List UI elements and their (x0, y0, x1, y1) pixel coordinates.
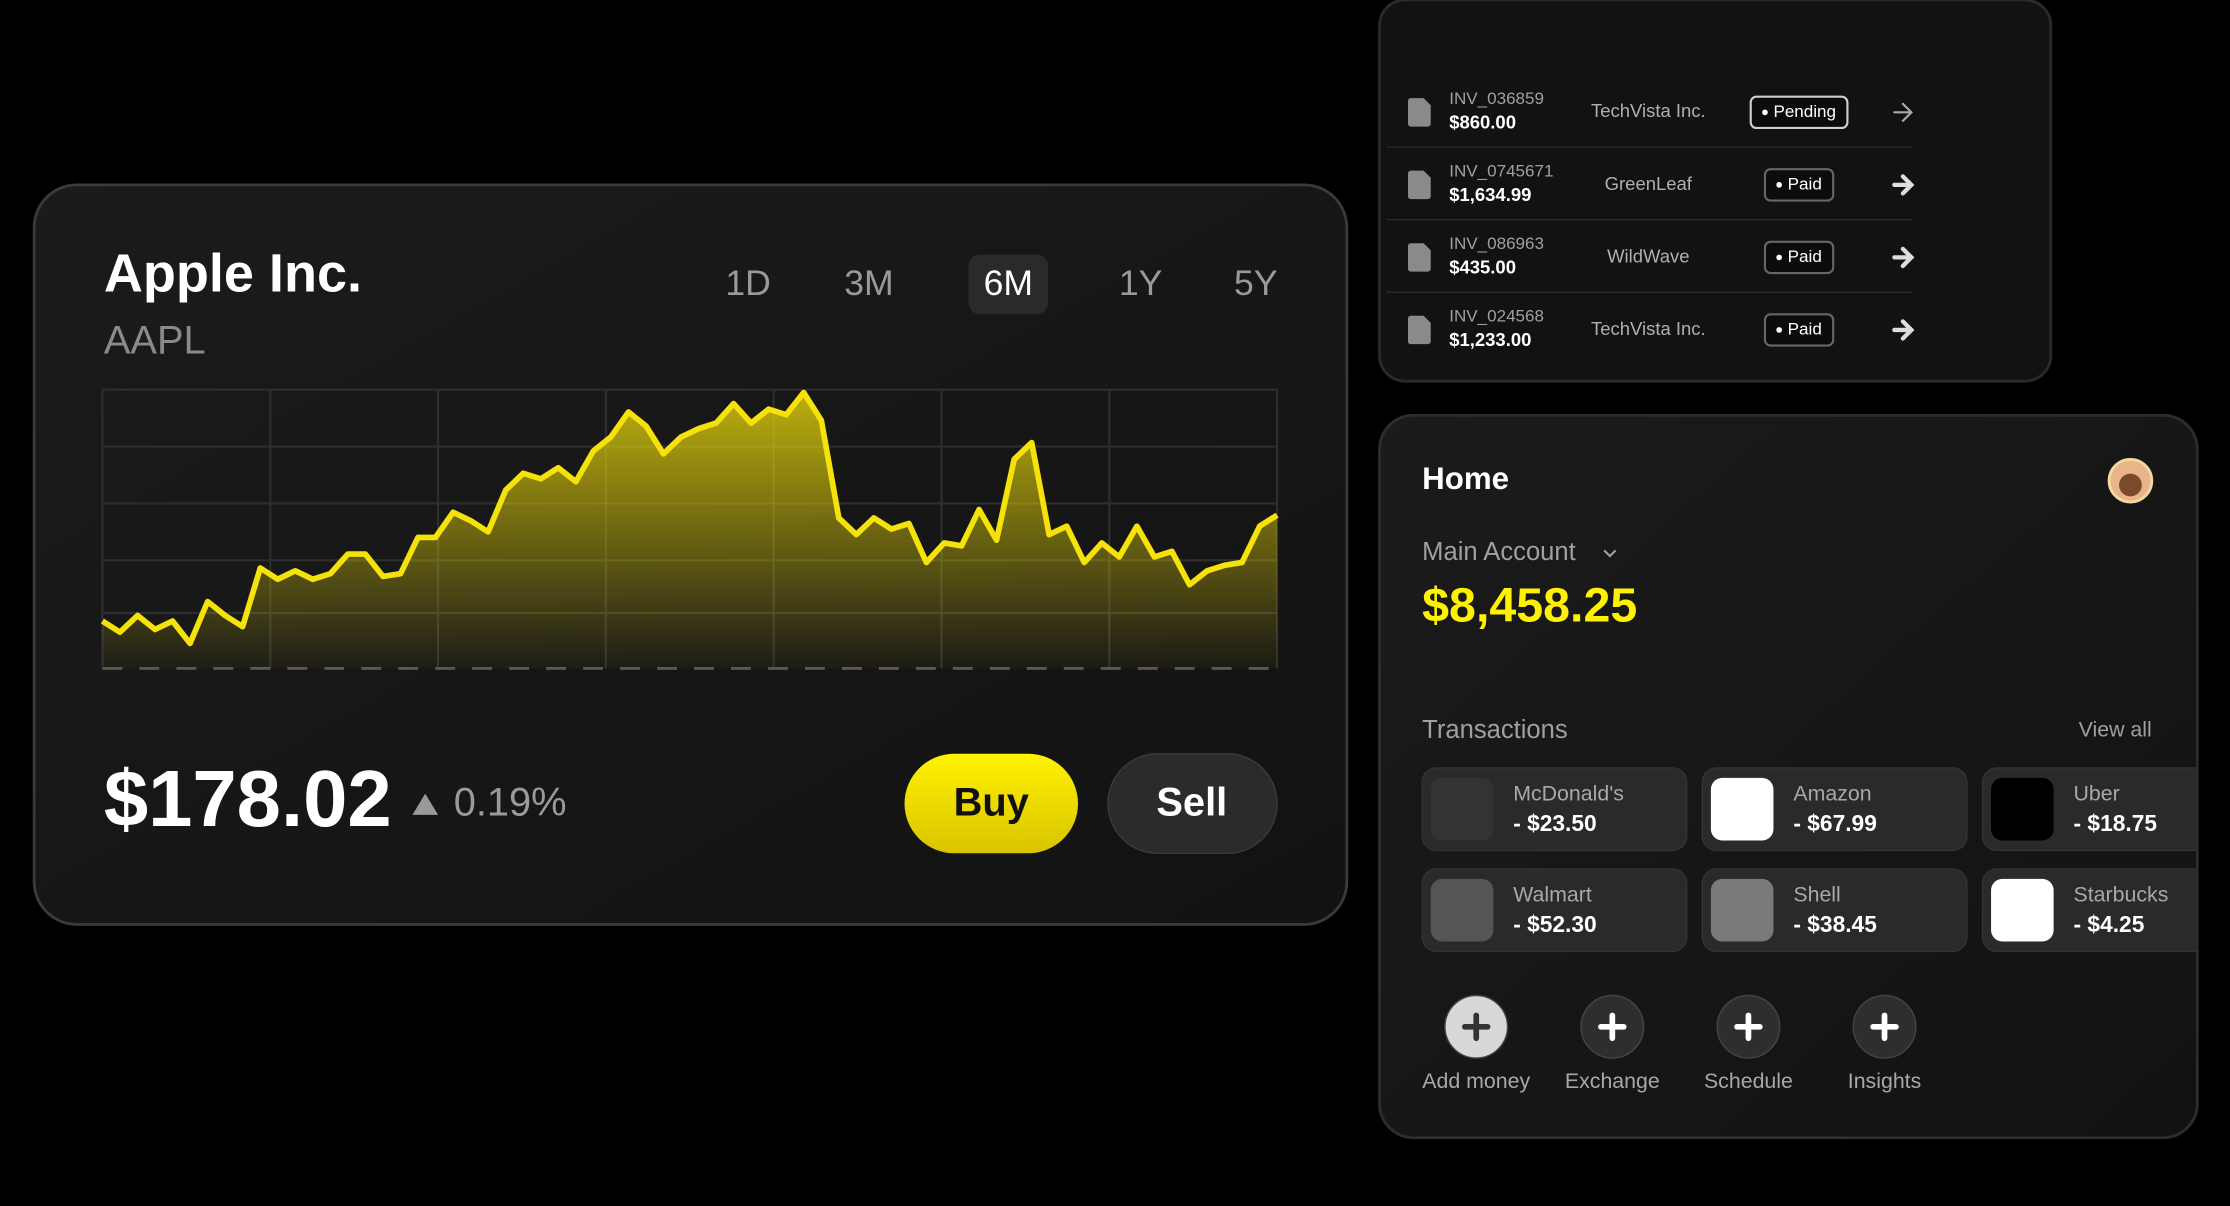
invoice-company: TechVista Inc. (1591, 318, 1706, 339)
home-content: Home Main Account $8,458.25 Transactions Vie… (1421, 457, 2198, 1093)
merchant-logo (1991, 878, 2054, 942)
status-badge (1749, 95, 1849, 130)
range-tab[interactable]: 5Y (1234, 263, 1277, 303)
invoice-company: TechVista Inc. (1591, 100, 1706, 121)
invoice-status: Pending (1773, 102, 1836, 121)
status-badge (1763, 168, 1835, 202)
row-arrow[interactable] (1892, 246, 1915, 269)
invoice-id: INV_024568 (1449, 307, 1544, 326)
range-tab[interactable]: 1Y (1119, 263, 1162, 303)
file-icon (1407, 170, 1431, 200)
account-name[interactable]: Main Account (1422, 538, 1576, 566)
buy-button[interactable] (904, 753, 1079, 854)
merchant-name: Walmart (1513, 883, 1592, 907)
transaction-amount: - $67.99 (1793, 810, 1876, 836)
merchant-name: Amazon (1793, 782, 1871, 806)
action-icon (1734, 1012, 1763, 1042)
merchant-name: McDonald's (1513, 782, 1624, 806)
sell-label[interactable]: Sell (1156, 780, 1227, 824)
invoice-amount: $1,233.00 (1449, 329, 1531, 350)
merchant-name: Shell (1793, 883, 1840, 907)
ticker: AAPL (104, 318, 206, 362)
transaction-amount: - $38.45 (1793, 911, 1877, 937)
invoice-status: Paid (1788, 319, 1822, 338)
range-tab[interactable]: 1D (725, 263, 770, 303)
buy-label[interactable]: Buy (954, 780, 1029, 824)
row-arrow[interactable] (1892, 174, 1915, 196)
status-dot (1776, 327, 1783, 333)
transaction-amount: - $18.75 (2074, 810, 2158, 836)
invoice-status: Paid (1788, 174, 1822, 193)
merchant-name: Uber (2074, 782, 2120, 806)
action-label[interactable]: Exchange (1565, 1069, 1660, 1093)
invoice-amount: $1,634.99 (1449, 184, 1531, 205)
title: Apple Inc. (104, 244, 362, 304)
balance: $8,458.25 (1422, 578, 1637, 632)
sell-button[interactable] (1107, 753, 1278, 855)
invoice-company: GreenLeaf (1605, 173, 1693, 194)
merchant-logo (1710, 777, 1774, 841)
action-icon (1598, 1012, 1627, 1042)
invoice-status: Paid (1788, 247, 1822, 266)
invoice-company: WildWave (1607, 245, 1689, 266)
transactions-label: Transactions (1422, 716, 1567, 744)
merchant-logo (1430, 777, 1494, 841)
action-icon (1870, 1012, 1899, 1042)
status-badge (1763, 240, 1835, 275)
transaction-amount: - $52.30 (1513, 911, 1596, 937)
action-label[interactable]: Add money (1422, 1069, 1530, 1093)
file-icon (1407, 98, 1431, 127)
price-area (102, 392, 1278, 669)
range-tab[interactable]: 3M (844, 263, 893, 303)
merchant-logo (1991, 777, 2054, 841)
home-title: Home (1422, 461, 1509, 496)
up-arrow (412, 793, 439, 815)
transaction-amount: - $4.25 (2074, 911, 2145, 937)
price-change: 0.19% (454, 780, 567, 824)
action-label[interactable]: Insights (1848, 1069, 1922, 1093)
status-badge (1763, 313, 1835, 347)
file-icon (1407, 315, 1431, 345)
status-dot (1776, 254, 1783, 261)
row-arrow[interactable] (1892, 319, 1915, 341)
merchant-logo (1430, 878, 1494, 942)
action-label[interactable]: Schedule (1704, 1069, 1793, 1093)
price: $178.02 (104, 754, 392, 843)
invoice-id: INV_086963 (1449, 234, 1544, 253)
status-dot (1776, 182, 1783, 188)
merchant-name: Starbucks (2074, 883, 2169, 907)
range-tab[interactable]: 6M (984, 263, 1033, 303)
invoice-amount: $860.00 (1449, 112, 1516, 133)
file-icon (1407, 243, 1431, 272)
invoice-card (1378, 0, 2053, 383)
avatar-face (2119, 473, 2142, 497)
range-tab-selected[interactable] (968, 254, 1049, 315)
chevron (1603, 549, 1617, 558)
view-all[interactable]: View all (2079, 718, 2152, 742)
status-dot (1762, 109, 1768, 116)
invoice-id: INV_036859 (1449, 89, 1544, 108)
row-arrow[interactable] (1893, 102, 1913, 122)
transaction-amount: - $23.50 (1513, 810, 1596, 836)
action-icon (1462, 1012, 1491, 1042)
invoice-id: INV_0745671 (1449, 162, 1553, 181)
merchant-logo (1710, 878, 1774, 942)
price-line (100, 389, 1279, 647)
invoice-amount: $435.00 (1449, 257, 1516, 278)
